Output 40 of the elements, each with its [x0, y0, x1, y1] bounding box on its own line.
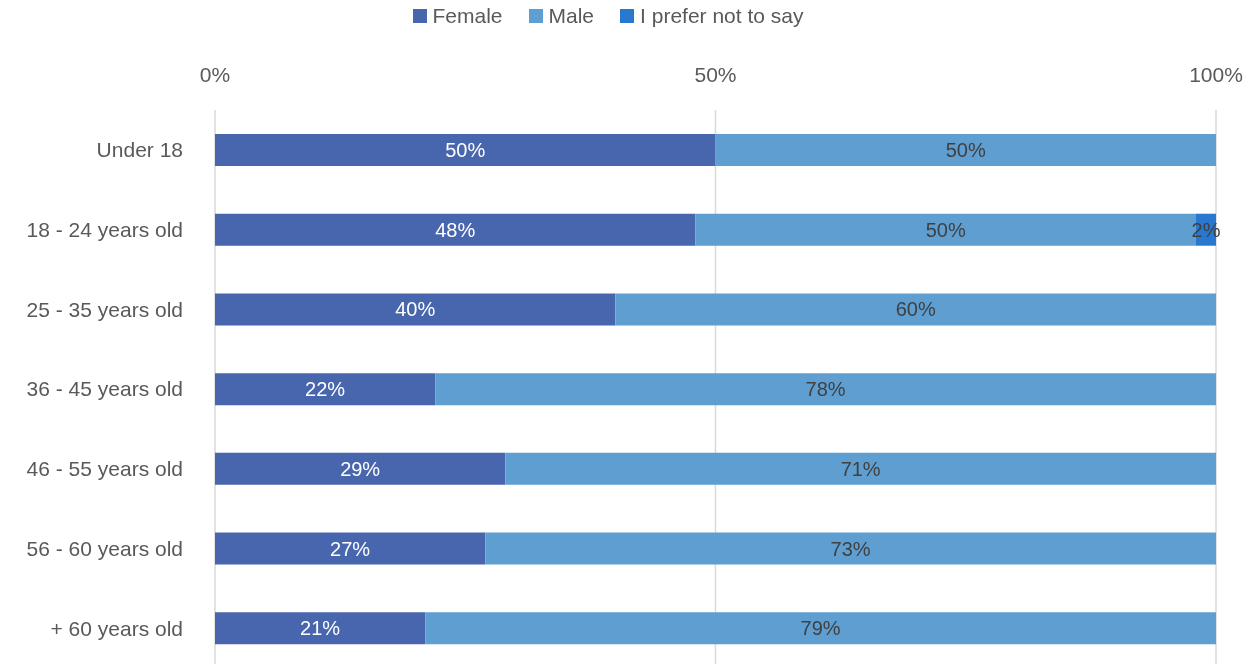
data-label: 22% — [305, 378, 346, 401]
data-label: 50% — [945, 139, 986, 161]
legend-label: Female — [432, 4, 503, 28]
legend-label: I prefer not to say — [640, 4, 804, 28]
x-tick-label: 0% — [199, 63, 231, 86]
data-label: 79% — [800, 617, 841, 640]
bar — [215, 373, 436, 406]
bar — [215, 293, 616, 326]
bar — [215, 612, 426, 645]
x-tick-label: 50% — [694, 63, 737, 86]
y-tick-label: 46 - 55 years old — [26, 457, 183, 481]
data-label: 50% — [925, 218, 966, 241]
data-label: 73% — [830, 537, 871, 560]
bar — [485, 532, 1216, 565]
bar — [435, 373, 1216, 406]
data-label: 40% — [395, 298, 436, 321]
bar — [505, 452, 1216, 485]
y-tick-label: 36 - 45 years old — [26, 377, 183, 401]
bar — [215, 532, 486, 565]
y-tick-label: Under 18 — [96, 138, 183, 162]
data-label: 48% — [435, 218, 476, 241]
bar — [215, 213, 696, 246]
bar — [425, 612, 1216, 645]
legend-label: Male — [548, 4, 595, 28]
data-label: 21% — [300, 617, 341, 640]
data-label: 27% — [330, 537, 371, 560]
x-tick-label: 100% — [1189, 63, 1243, 86]
y-tick-label: 25 - 35 years old — [26, 297, 183, 321]
data-label: 78% — [805, 378, 846, 401]
bar — [715, 134, 1216, 166]
data-label: 50% — [445, 139, 486, 161]
bar — [615, 293, 1216, 326]
bar — [215, 452, 506, 485]
y-tick-label: + 60 years old — [50, 616, 183, 640]
data-label: 29% — [340, 457, 381, 480]
bar — [215, 134, 716, 166]
y-tick-label: 18 - 24 years old — [26, 218, 183, 242]
data-label: 60% — [895, 298, 936, 321]
data-label: 71% — [840, 457, 881, 480]
y-tick-label: 56 - 60 years old — [26, 536, 183, 560]
